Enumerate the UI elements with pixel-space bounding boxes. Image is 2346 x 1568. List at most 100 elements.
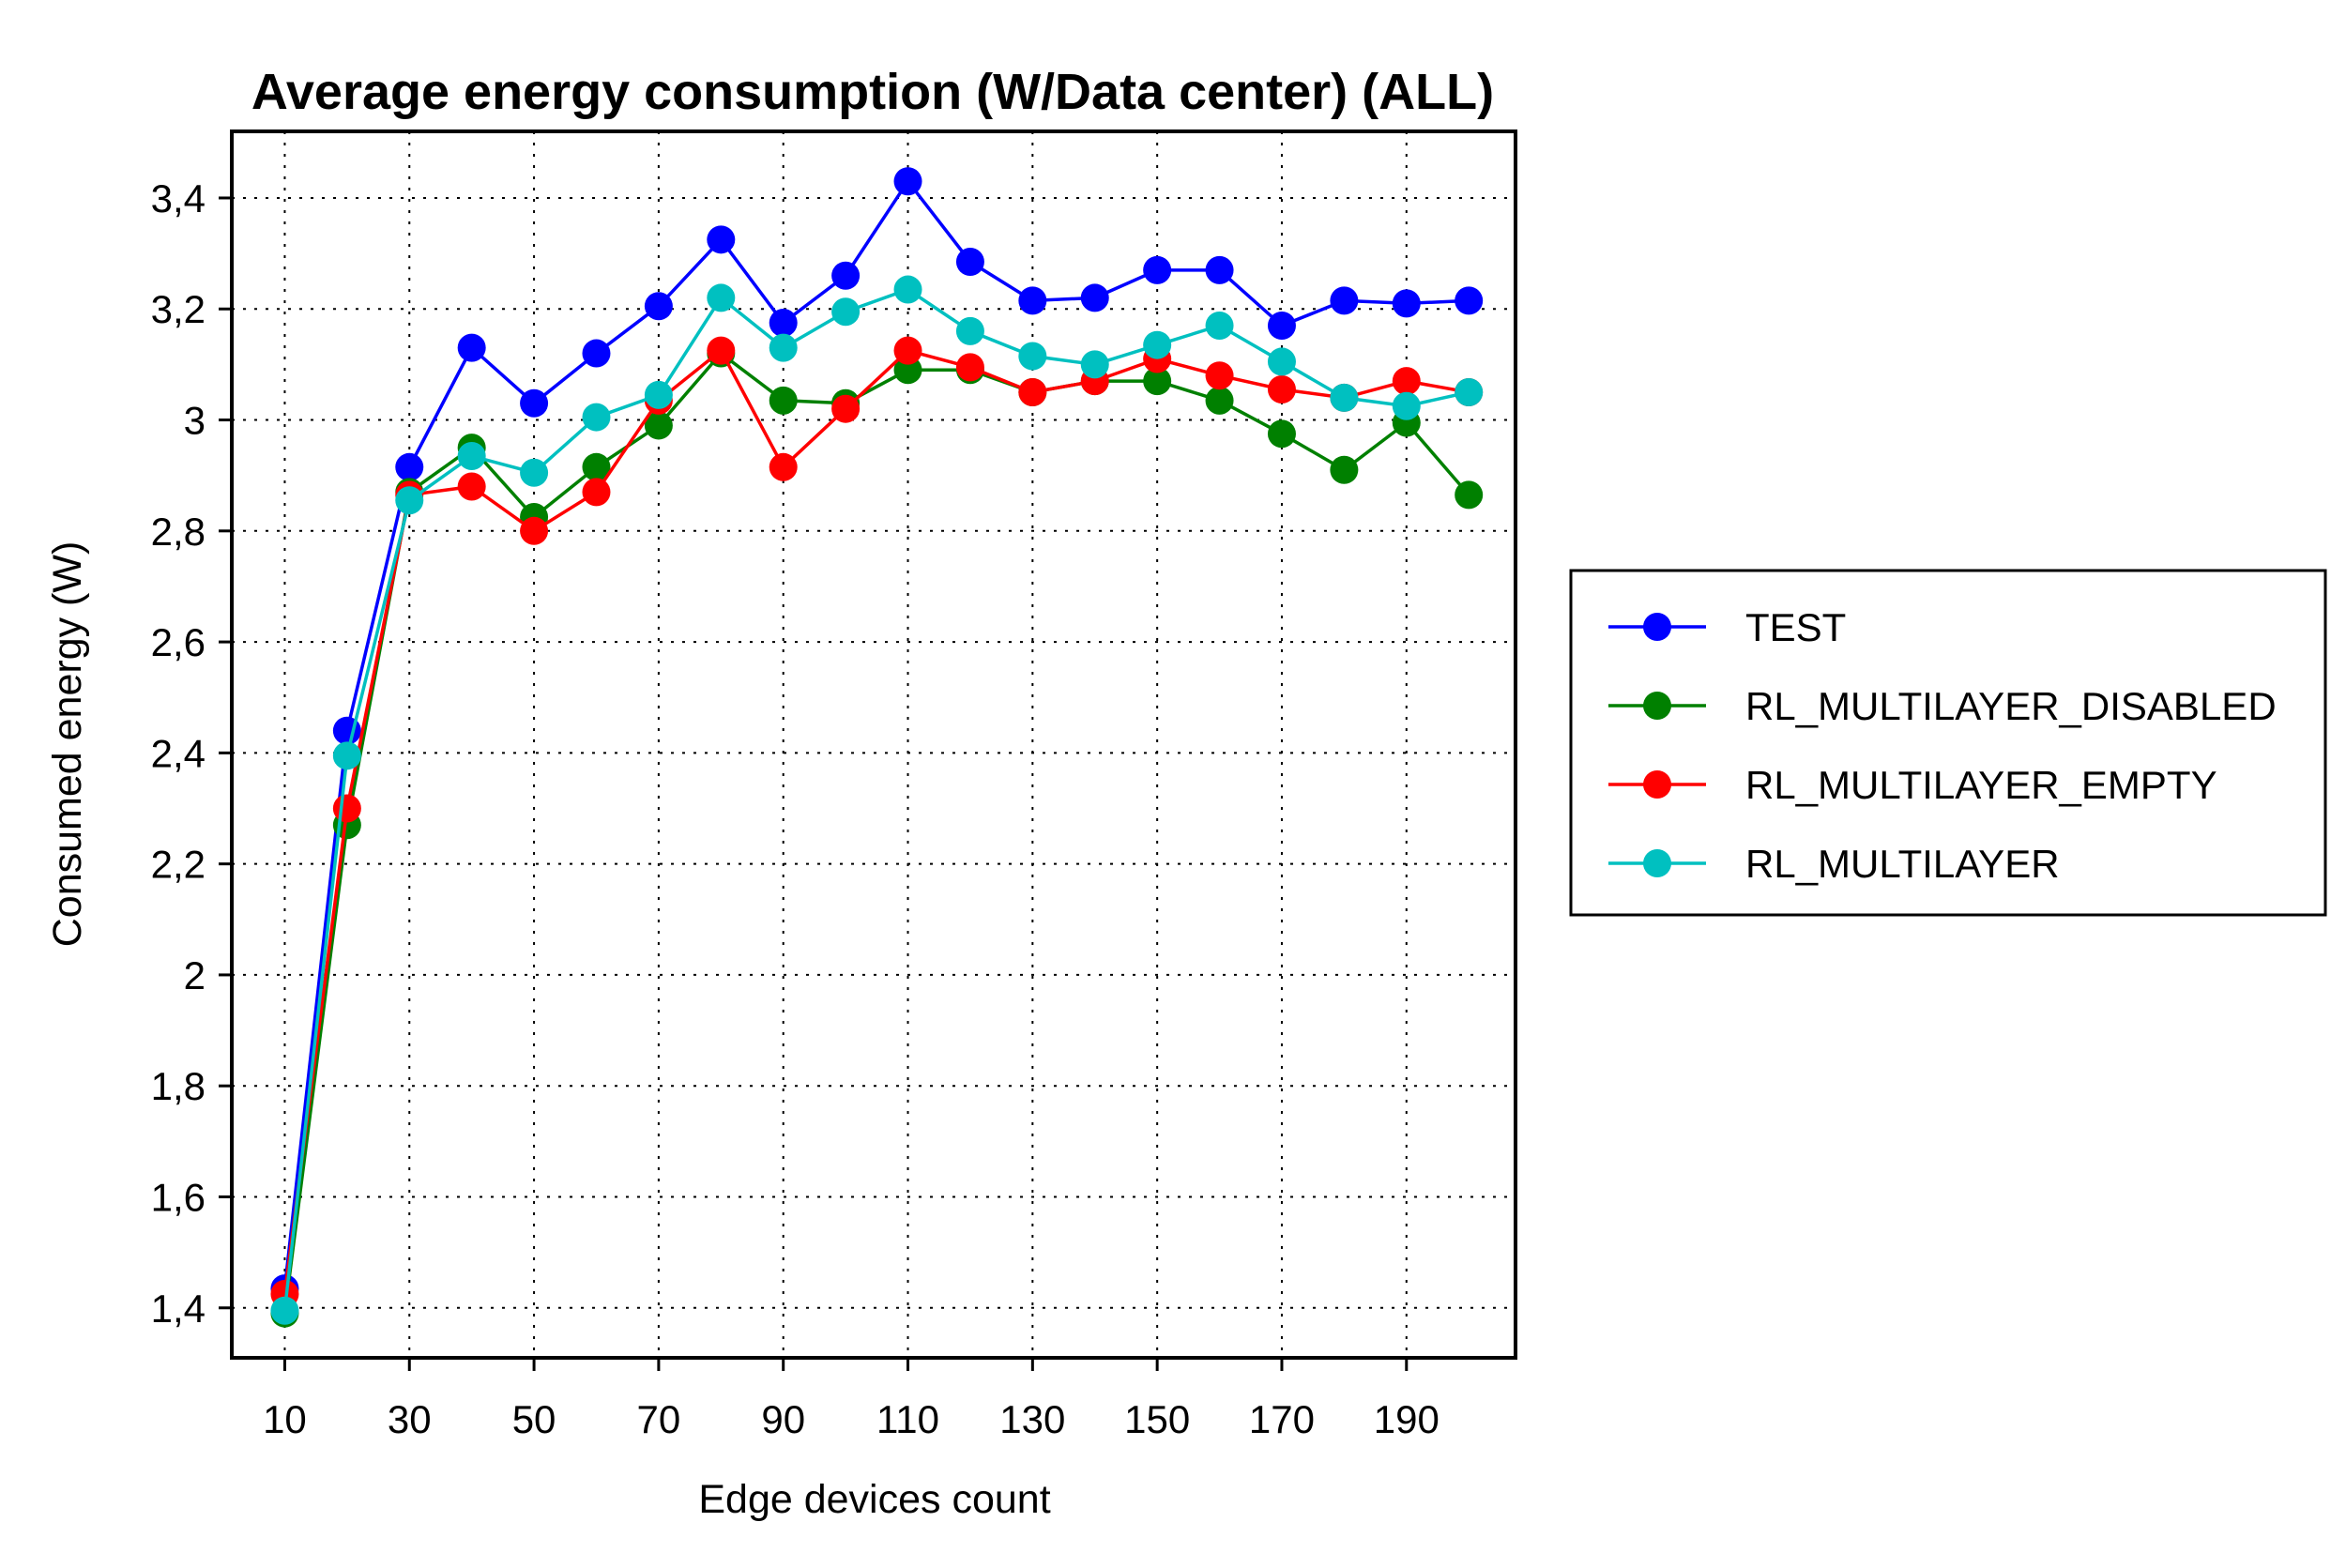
data-point-rl-multilayer-disabled: [893, 356, 922, 385]
data-point-rl-multilayer-disabled: [1205, 386, 1234, 415]
data-point-rl-multilayer: [582, 403, 611, 432]
x-tick-label: 70: [637, 1397, 681, 1441]
data-point-test: [955, 247, 984, 276]
x-tick-label: 30: [388, 1397, 432, 1441]
data-point-rl-multilayer-empty: [707, 336, 736, 365]
data-point-test: [457, 333, 486, 362]
legend-marker: [1643, 770, 1671, 799]
data-point-test: [1392, 289, 1421, 318]
y-tick-label: 2,6: [151, 620, 206, 664]
data-point-rl-multilayer: [955, 316, 984, 345]
data-point-rl-multilayer: [644, 380, 673, 409]
data-point-test: [831, 261, 861, 290]
data-point-rl-multilayer: [1267, 347, 1296, 376]
series-test: [270, 167, 1484, 1303]
y-tick-label: 3,4: [151, 176, 206, 221]
series-layer: [270, 167, 1484, 1328]
data-point-rl-multilayer-disabled: [1267, 419, 1296, 449]
y-axis-label: Consumed energy (W): [45, 541, 90, 948]
data-point-rl-multilayer-disabled: [1455, 480, 1484, 510]
legend-marker: [1643, 613, 1671, 641]
data-point-rl-multilayer: [1455, 377, 1484, 406]
x-tick-label: 170: [1249, 1397, 1315, 1441]
legend-label: RL_MULTILAYER: [1745, 842, 2060, 886]
data-point-rl-multilayer-empty: [1205, 361, 1234, 390]
data-point-rl-multilayer: [1018, 342, 1047, 371]
data-point-test: [520, 388, 549, 418]
data-point-test: [644, 292, 673, 321]
x-tick-label: 130: [999, 1397, 1065, 1441]
legend-item-test: TEST: [1608, 605, 1846, 649]
chart-title: Average energy consumption (W/Data cente…: [251, 64, 1494, 120]
data-point-rl-multilayer: [831, 297, 861, 327]
legend-label: RL_MULTILAYER_DISABLED: [1745, 684, 2277, 728]
plot-frame: [230, 129, 1517, 1360]
data-point-rl-multilayer: [395, 486, 424, 515]
data-point-rl-multilayer-disabled: [644, 411, 673, 440]
data-point-test: [1143, 255, 1172, 284]
y-tick-label: 2,4: [151, 731, 206, 775]
data-point-rl-multilayer: [893, 275, 922, 304]
data-point-test: [1205, 255, 1234, 284]
data-point-rl-multilayer-empty: [955, 353, 984, 382]
legend-marker: [1643, 849, 1671, 877]
legend-item-rl-multilayer-empty: RL_MULTILAYER_EMPTY: [1608, 763, 2217, 807]
data-point-rl-multilayer-empty: [1392, 367, 1421, 396]
data-point-rl-multilayer-disabled: [1143, 367, 1172, 396]
data-point-rl-multilayer-empty: [520, 516, 549, 545]
legend: TEST RL_MULTILAYER_DISABLED RL_MULTILAYER_…: [1569, 569, 2327, 917]
x-tick-label: 90: [761, 1397, 805, 1441]
data-point-test: [1018, 286, 1047, 315]
x-tick-label: 50: [512, 1397, 556, 1441]
data-point-rl-multilayer-disabled: [582, 452, 611, 481]
data-point-rl-multilayer-disabled: [1330, 455, 1359, 484]
y-tick-label: 2,8: [151, 510, 206, 554]
data-point-test: [769, 309, 798, 338]
data-point-rl-multilayer: [1330, 383, 1359, 412]
data-point-test: [707, 225, 736, 254]
data-point-rl-multilayer-empty: [769, 452, 798, 481]
data-point-rl-multilayer-empty: [1267, 375, 1296, 404]
data-point-test: [1330, 286, 1359, 315]
x-tick-label: 110: [876, 1397, 939, 1441]
y-axis: 1,4 1,6 1,8 2 2,2 2,4 2,6 2,8 3 3,2 3,4: [151, 176, 232, 1331]
x-tick-label: 10: [263, 1397, 307, 1441]
data-point-rl-multilayer-empty: [831, 394, 861, 423]
legend-item-rl-multilayer-disabled: RL_MULTILAYER_DISABLED: [1608, 684, 2277, 728]
data-point-rl-multilayer-empty: [582, 478, 611, 507]
x-axis: 10 30 50 70 90 110 130 150 170 190: [263, 1358, 1440, 1441]
data-point-rl-multilayer: [707, 283, 736, 312]
legend-label: RL_MULTILAYER_EMPTY: [1745, 763, 2217, 807]
data-point-test: [1267, 311, 1296, 340]
legend-marker: [1643, 692, 1671, 720]
x-axis-label: Edge devices count: [698, 1477, 1050, 1522]
y-tick-label: 1,4: [151, 1286, 206, 1331]
data-point-rl-multilayer-empty: [332, 794, 361, 823]
data-point-rl-multilayer: [1080, 350, 1109, 379]
data-point-test: [1455, 286, 1484, 315]
series-rl-multilayer: [270, 275, 1484, 1325]
y-tick-label: 3,2: [151, 287, 206, 331]
data-point-test: [395, 452, 424, 481]
data-point-rl-multilayer: [1392, 391, 1421, 420]
data-point-rl-multilayer-disabled: [769, 386, 798, 415]
y-tick-label: 1,8: [151, 1064, 206, 1108]
y-tick-label: 2,2: [151, 843, 206, 887]
data-point-rl-multilayer: [1143, 330, 1172, 359]
x-tick-label: 150: [1124, 1397, 1190, 1441]
data-point-rl-multilayer: [457, 441, 486, 470]
data-point-rl-multilayer: [520, 458, 549, 487]
data-point-test: [1080, 283, 1109, 312]
data-point-rl-multilayer: [769, 333, 798, 362]
data-point-rl-multilayer: [270, 1296, 299, 1325]
data-point-rl-multilayer: [332, 741, 361, 770]
data-point-rl-multilayer-empty: [457, 472, 486, 501]
data-point-rl-multilayer: [1205, 311, 1234, 340]
data-point-rl-multilayer-empty: [1018, 377, 1047, 406]
y-tick-label: 3: [184, 399, 206, 443]
data-point-test: [582, 339, 611, 368]
y-tick-label: 2: [184, 953, 206, 997]
legend-label: TEST: [1745, 605, 1846, 649]
